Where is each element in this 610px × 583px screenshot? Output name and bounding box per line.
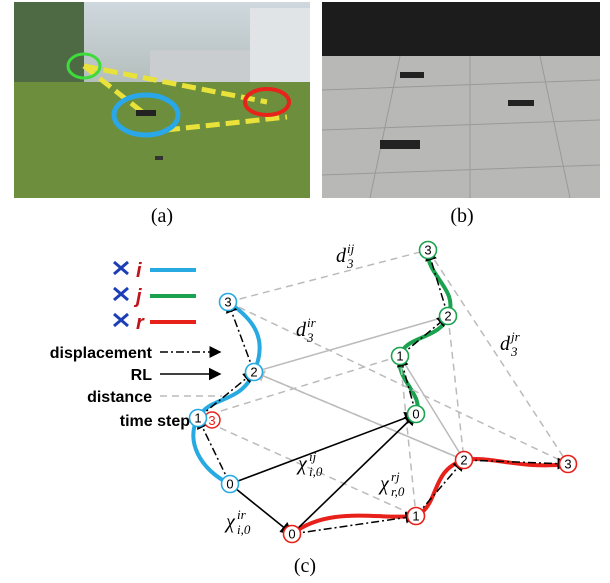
math-sup: ir	[237, 507, 247, 522]
time-step-label: 0	[226, 477, 233, 492]
caption: (b)	[450, 205, 473, 227]
time-step-label: 0	[412, 407, 419, 422]
legend-rl: RL	[131, 367, 153, 384]
math-sub: 3	[346, 256, 354, 271]
time-step-label: 3	[224, 295, 231, 310]
time-step-label: 1	[194, 411, 201, 426]
time-step-label: 1	[412, 509, 419, 524]
math-sup: ir	[307, 315, 317, 330]
time-step-label: 3	[424, 243, 431, 258]
math-base: d	[336, 245, 347, 267]
time-step-label: 2	[250, 365, 257, 380]
math-base: d	[296, 319, 307, 341]
photo-a	[14, 2, 310, 198]
agent-label: j	[133, 286, 142, 308]
caption: (a)	[151, 205, 173, 227]
math-sup: ij	[347, 241, 355, 256]
agent-r-trajectory	[292, 459, 568, 534]
drone-icons	[114, 262, 128, 326]
time-step-label: 1	[396, 349, 403, 364]
math-base: d	[500, 333, 511, 355]
legend-distance: distance	[87, 389, 152, 406]
agent-j-trajectory	[399, 250, 450, 414]
math-base: χ	[378, 473, 390, 495]
time-step-label: 2	[444, 309, 451, 324]
math-sub: 3	[306, 330, 314, 345]
math-sub: i,0	[309, 464, 323, 479]
math-sup: rj	[391, 469, 400, 484]
legend-time-step: time step	[120, 413, 190, 430]
legend-time-step-example: 3	[208, 413, 215, 428]
math-sup: ij	[309, 449, 317, 464]
agent-label: r	[136, 312, 145, 334]
figure: (a)(b)(c)ijrdisplacementRLdistancetime s…	[0, 0, 610, 583]
caption: (c)	[294, 555, 316, 577]
time-step-label: 2	[460, 453, 467, 468]
math-sub: i,0	[237, 522, 251, 537]
agent-label: i	[136, 260, 142, 282]
photo-b	[322, 2, 600, 198]
math-sup: jr	[509, 329, 521, 344]
math-base: χ	[296, 453, 308, 475]
math-sub: 3	[510, 344, 518, 359]
time-step-label: 3	[564, 457, 571, 472]
legend-displacement: displacement	[50, 345, 153, 362]
math-base: χ	[224, 511, 236, 533]
math-sub: r,0	[391, 484, 405, 499]
agent-i-trajectory	[193, 302, 259, 484]
time-step-label: 0	[288, 527, 295, 542]
